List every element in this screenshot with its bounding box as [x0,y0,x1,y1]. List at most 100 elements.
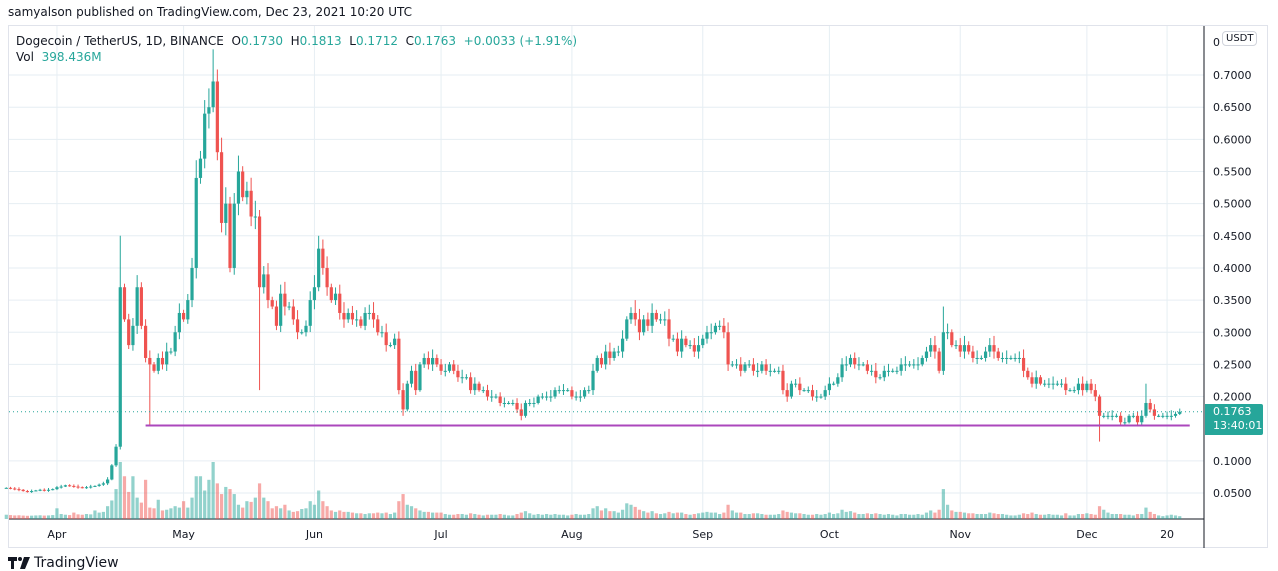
volume-bar [236,504,241,519]
time-tick-label: Nov [950,528,972,541]
volume-bar [532,514,536,519]
candle-body [891,370,895,372]
volume-bar [878,514,882,519]
price-tick-label: 0.5000 [1213,198,1252,211]
volume-bar [971,513,975,519]
volume-bar [481,515,485,519]
time-tick-label: Jun [305,528,323,541]
candle-body [338,293,342,313]
candle-body [101,483,105,485]
volume-bar [1169,514,1173,519]
volume-bar [806,514,810,519]
currency-badge[interactable]: USDT [1222,31,1258,46]
volume-bar [30,515,34,519]
candle-body [692,345,696,352]
volume-bar [325,506,329,519]
candle-body [511,402,515,404]
candle-body [1021,357,1026,371]
volume-bar [93,510,97,519]
candle-body [300,332,304,334]
tradingview-logo[interactable]: TradingView [8,555,119,571]
price-tick-label: 0.2500 [1213,358,1252,371]
symbol-legend: Dogecoin / TetherUS, 1D, BINANCE O0.1730… [16,33,577,65]
volume-bar [684,514,688,519]
volume-bar [388,514,393,519]
ohlc-row: Dogecoin / TetherUS, 1D, BINANCE O0.1730… [16,33,577,49]
volume-bar [941,489,945,519]
candle-body [599,357,604,365]
volume-bar [355,513,359,519]
candle-body [1152,409,1157,416]
volume-bar [992,513,996,519]
volume-bar [1114,514,1119,519]
volume-bar [1106,512,1110,519]
price-tick-label: 0.2000 [1213,391,1252,404]
volume-bar [625,503,629,519]
candle-body [485,390,490,397]
candle-body [203,113,207,159]
volume-bar [764,514,768,519]
publish-info: samyalson published on TradingView.com, … [8,5,412,19]
candle-body [135,287,139,326]
volume-bar [515,514,519,519]
candle-body [667,319,671,339]
volume-bar [819,514,823,519]
candle-body [992,345,996,352]
volume-bar [899,514,903,519]
volume-bar [1005,514,1009,519]
candle-body [333,293,338,301]
volume-bar [1021,513,1026,519]
volume-bar [346,511,350,519]
candle-body [418,364,422,391]
price-tick-label: 0.6000 [1213,133,1252,146]
candle-body [840,364,844,378]
tradingview-logo-icon [8,557,30,569]
volume-bar [456,514,460,519]
volume-bar [431,512,435,519]
volume-bar [127,491,131,519]
volume-bar [152,508,156,519]
volume-bar [785,511,789,519]
candle-body [1034,377,1038,384]
volume-bar [945,504,950,519]
candle-body [848,357,853,365]
candle-body [93,485,97,487]
candle-body [595,357,599,371]
candle-body [591,370,595,391]
volume-bar [1076,514,1081,519]
candle-body [106,479,110,484]
volume-bar [435,512,439,519]
volume-bar [295,511,300,519]
candle-body [929,345,933,352]
candle-body [257,216,262,288]
brand-name: TradingView [34,555,119,571]
candle-body [68,485,72,487]
volume-bar [574,514,578,519]
candle-body [734,364,739,366]
candle-body [633,312,637,320]
volume-bar [658,514,663,519]
candle-body [253,216,257,218]
candle-body [553,390,557,397]
volume-bar [823,514,827,519]
candle-body [17,489,21,491]
candle-body [325,267,329,288]
volume-bar [291,511,295,519]
candle-body [393,338,397,346]
candle-body [363,312,367,326]
candle-body [827,383,831,391]
volume-bar [929,510,933,519]
volume-bar [397,501,401,519]
volume-bar [97,512,101,519]
candle-body [177,312,181,333]
candle-body [612,351,616,358]
candle-body [1119,415,1123,423]
candle-body [270,300,274,307]
volume-bar [891,514,895,519]
symbol-title[interactable]: Dogecoin / TetherUS, 1D, BINANCE [16,34,224,48]
candle-body [663,319,667,321]
close-label: C [405,34,414,48]
volume-bar [329,510,333,519]
volume-bar [853,512,857,519]
